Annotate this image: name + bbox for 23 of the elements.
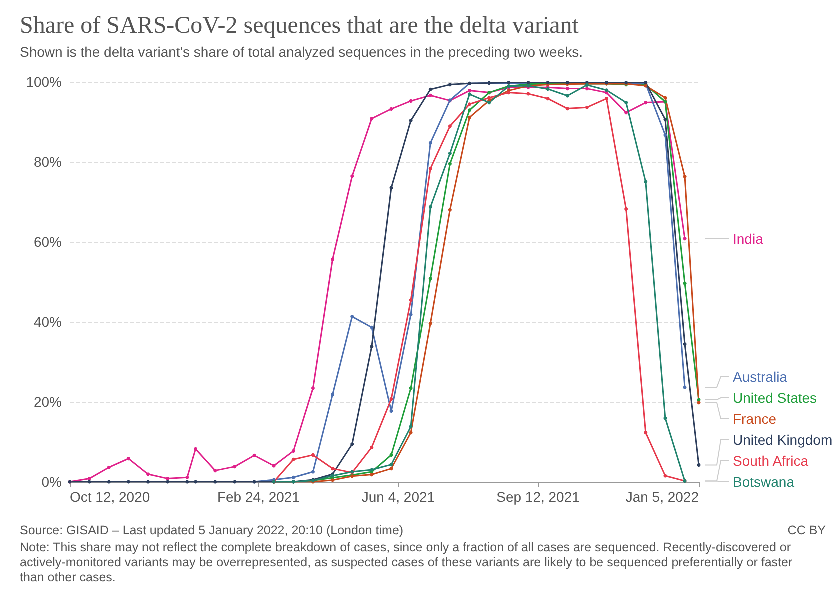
x-tick-label: Jun 4, 2021 — [362, 489, 436, 505]
chart-title: Share of SARS-CoV-2 sequences that are the delta variant — [20, 13, 580, 39]
text: France — [733, 411, 777, 427]
x-tick-label: Feb 24, 2021 — [217, 489, 300, 505]
chart-subtitle: Shown is the delta variant's share of total analyzed sequences in the preceding two weeks. — [20, 44, 584, 60]
text: South Africa — [733, 453, 809, 469]
text: United States — [733, 390, 818, 406]
y-tick-label: 80% — [34, 154, 62, 170]
text: CC BY — [788, 524, 827, 538]
text: Botswana — [733, 474, 795, 490]
x-tick-label: Sep 12, 2021 — [496, 489, 580, 505]
y-tick-label: 60% — [34, 234, 62, 250]
y-tick-label: 20% — [34, 394, 62, 410]
text: India — [733, 230, 764, 247]
y-tick-label: 0% — [42, 474, 62, 490]
x-tick-label: Oct 12, 2020 — [70, 489, 150, 505]
x-tick-label: Jan 5, 2022 — [626, 489, 700, 505]
source-note: Source: GISAID – Last updated 5 January 2022, 20:10 (London time) — [20, 524, 404, 538]
y-tick-label: 40% — [34, 314, 62, 330]
y-tick-label: 100% — [26, 74, 62, 90]
text: United Kingdom — [733, 432, 833, 448]
text: Note: This share may not reflect the complete breakdown of cases, since only a fraction of all cases are sequenced. Recently-discovered or actively-monitored variants may be overrepresented, as suspected cases of these variants are likely to be sequenced preferentially or faster than other cases. — [20, 540, 796, 584]
text: Australia — [733, 369, 788, 385]
